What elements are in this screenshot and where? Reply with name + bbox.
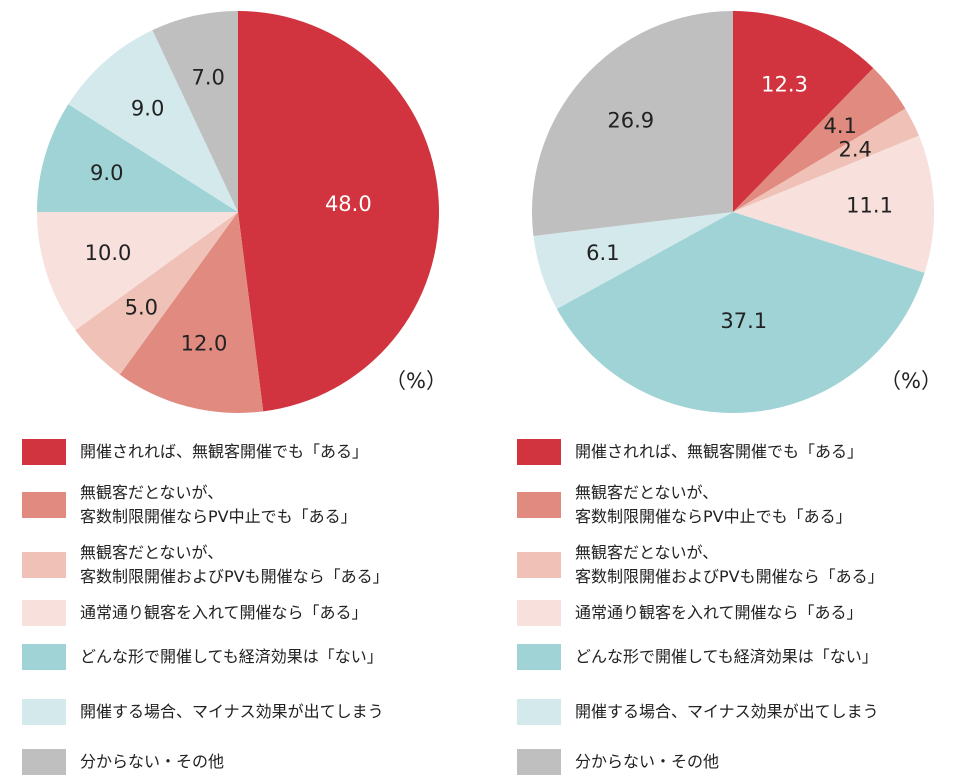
data-label: 7.0 xyxy=(191,66,224,90)
legend-swatch xyxy=(517,749,561,775)
pie-slice xyxy=(533,212,733,309)
pie-slice xyxy=(75,212,239,375)
data-label: 9.0 xyxy=(131,96,164,120)
pie-slice xyxy=(532,11,733,236)
legend-label: 無観客だとないが、 客数制限開催およびPVも開催なら「ある」 xyxy=(80,543,389,586)
legend-swatch xyxy=(517,439,561,465)
legend-label: 分からない・その他 xyxy=(575,752,720,771)
data-label: 12.0 xyxy=(181,331,228,355)
pie-slice xyxy=(68,30,238,213)
data-label: 10.0 xyxy=(85,241,132,265)
unit-label: （%） xyxy=(385,369,447,393)
legend-swatch xyxy=(22,699,66,725)
data-label: 11.1 xyxy=(846,193,893,217)
pie-slice xyxy=(733,11,874,212)
pie-slice xyxy=(733,68,906,212)
data-label: 37.1 xyxy=(720,309,767,333)
charts: 48.012.05.010.09.09.07.0（%）12.34.12.411.… xyxy=(37,10,942,413)
legend-label: 通常通り観客を入れて開催なら「ある」 xyxy=(575,603,863,622)
legend-label: 開催する場合、マイナス効果が出てしまう xyxy=(575,702,879,721)
legend-swatch xyxy=(517,600,561,626)
unit-label: （%） xyxy=(880,369,942,393)
pie-slice xyxy=(556,212,925,413)
data-label: 48.0 xyxy=(325,192,372,216)
data-label: 6.1 xyxy=(586,241,619,265)
legend-swatch xyxy=(517,552,561,578)
legend-label: どんな形で開催しても経済効果は「ない」 xyxy=(80,647,383,666)
data-label: 4.1 xyxy=(824,114,857,138)
pie-slice xyxy=(733,108,919,212)
pie-slice xyxy=(733,135,934,273)
legend-label: 開催する場合、マイナス効果が出てしまう xyxy=(80,702,384,721)
data-label: 26.9 xyxy=(607,108,654,132)
pie-slice xyxy=(119,212,264,413)
pie-slice xyxy=(37,104,238,212)
legend-label: 無観客だとないが、 客数制限開催ならPV中止でも「ある」 xyxy=(575,483,852,526)
legend-label: 無観客だとないが、 客数制限開催ならPV中止でも「ある」 xyxy=(80,483,357,526)
legend-swatch xyxy=(22,600,66,626)
legend-swatch xyxy=(22,439,66,465)
pie-slice xyxy=(238,11,440,412)
legend-label: 開催されれば、無観客開催でも「ある」 xyxy=(80,442,369,461)
legend-label: どんな形で開催しても経済効果は「ない」 xyxy=(575,647,878,666)
pie-slice xyxy=(152,10,238,212)
legend-swatch xyxy=(22,749,66,775)
legend-swatch xyxy=(22,644,66,670)
legend-swatch xyxy=(517,492,561,518)
data-label: 9.0 xyxy=(90,161,123,185)
data-label: 12.3 xyxy=(761,72,808,96)
legend-swatch xyxy=(22,552,66,578)
legend-label: 無観客だとないが、 客数制限開催およびPVも開催なら「ある」 xyxy=(575,543,884,586)
legend-label: 通常通り観客を入れて開催なら「ある」 xyxy=(80,603,368,622)
legend-swatch xyxy=(22,492,66,518)
legend-swatch xyxy=(517,699,561,725)
data-label: 5.0 xyxy=(125,296,158,320)
legend-label: 分からない・その他 xyxy=(80,752,225,771)
pie-slice xyxy=(37,212,238,331)
legend-swatch xyxy=(517,644,561,670)
legend-label: 開催されれば、無観客開催でも「ある」 xyxy=(575,442,864,461)
